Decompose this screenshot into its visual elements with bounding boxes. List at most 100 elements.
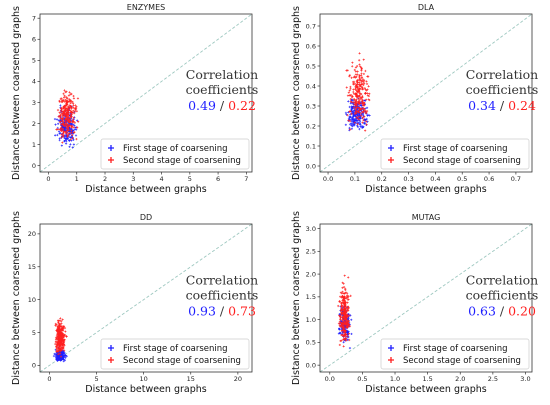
data-point [337,322,341,325]
data-point [338,300,341,303]
data-point [354,111,357,114]
correlation-label-line1: Correlation [466,67,539,82]
data-point [59,132,62,135]
data-point [344,317,347,320]
data-point [68,145,71,148]
correlation-label-line2: coefficients [186,288,259,303]
data-point [346,335,349,338]
data-point [60,129,63,132]
y-tick-label: 1 [32,141,36,149]
data-point [60,136,63,139]
data-point [341,317,345,320]
chart-panel-enzymes: ENZYMES 0 1 2 3 4 5 6 7 0 1 2 3 4 5 6 7 Distance between … [11,3,258,195]
data-point [347,317,350,320]
data-point [69,102,72,105]
data-point [72,116,75,119]
y-tick-label: 0.0 [306,361,316,369]
data-point [71,121,74,124]
x-tick-label: 0.0 [323,175,333,183]
data-point [358,87,362,91]
diagonal-line [319,13,533,173]
correlation-label-line1: Correlation [466,273,539,288]
data-point [62,335,66,338]
data-point [63,94,66,97]
data-point [357,89,360,92]
data-point [59,339,62,342]
data-point [342,323,345,326]
legend: First stage of coarsening Second stage of… [100,338,250,370]
data-point [358,122,361,125]
y-tick-label: 1.5 [306,293,316,301]
data-point [63,139,66,143]
data-point [64,107,68,110]
data-point [350,100,353,104]
x-tick-label: 3.0 [520,375,530,383]
data-point [59,127,63,130]
data-point [60,347,63,351]
data-point [58,336,62,339]
data-point [344,291,348,294]
data-point [356,64,359,68]
data-point [340,292,344,295]
data-point [60,133,63,136]
data-point [54,336,58,339]
data-point [347,323,350,327]
data-point [71,146,74,149]
chart-title: DD [140,213,152,222]
legend-marker [388,357,394,363]
data-point [365,117,368,121]
data-point [72,94,75,98]
data-point [351,99,355,102]
correlation-label-line2: coefficients [186,82,259,97]
data-point [59,114,62,118]
x-tick-label: 0.7 [511,175,521,183]
data-point [75,110,78,113]
data-point [354,84,358,88]
data-point [350,76,353,79]
data-point [70,92,73,96]
legend-marker [108,157,114,163]
data-point [356,90,359,94]
legend-box [380,138,530,170]
data-point [58,337,61,340]
data-point [60,97,63,100]
data-point [73,121,76,124]
data-point [70,126,73,129]
correlation-separator: / [216,304,228,319]
x-axis-label: Distance between graphs [85,384,206,395]
data-point [65,127,68,130]
data-point [342,331,345,334]
y-tick-label: 0.3 [306,102,316,110]
data-point [62,92,65,95]
data-point [343,330,346,333]
data-point [71,136,74,140]
data-point [344,311,348,314]
x-tick-label: 0.2 [377,175,387,183]
data-point [69,113,72,117]
data-point [358,76,361,79]
data-point [61,333,64,336]
data-point [68,91,71,94]
data-point [57,130,61,133]
data-point [63,349,66,352]
y-tick-label: 0.7 [306,22,316,30]
series-second-stage [345,52,371,132]
data-point [346,294,349,297]
data-point [77,120,80,123]
data-point [58,342,61,345]
chart-panel-dla: DLA 0.0 0.1 0.2 0.3 0.4 0.5 0.6 0.7 0.0 0.1 0.2 0.3 0… [291,3,538,195]
data-point [364,92,367,95]
data-point [338,314,341,317]
data-point [353,98,356,101]
data-point [348,120,352,123]
data-point [354,100,358,103]
data-point [352,88,355,91]
data-point [363,79,366,82]
legend-entry: Second stage of coarsening [403,156,521,166]
y-axis-label: Distance between coarsened graphs [11,211,22,385]
data-point [364,69,367,73]
data-point [62,128,65,131]
data-point [67,132,71,135]
data-point [72,109,75,112]
data-point [346,305,350,308]
